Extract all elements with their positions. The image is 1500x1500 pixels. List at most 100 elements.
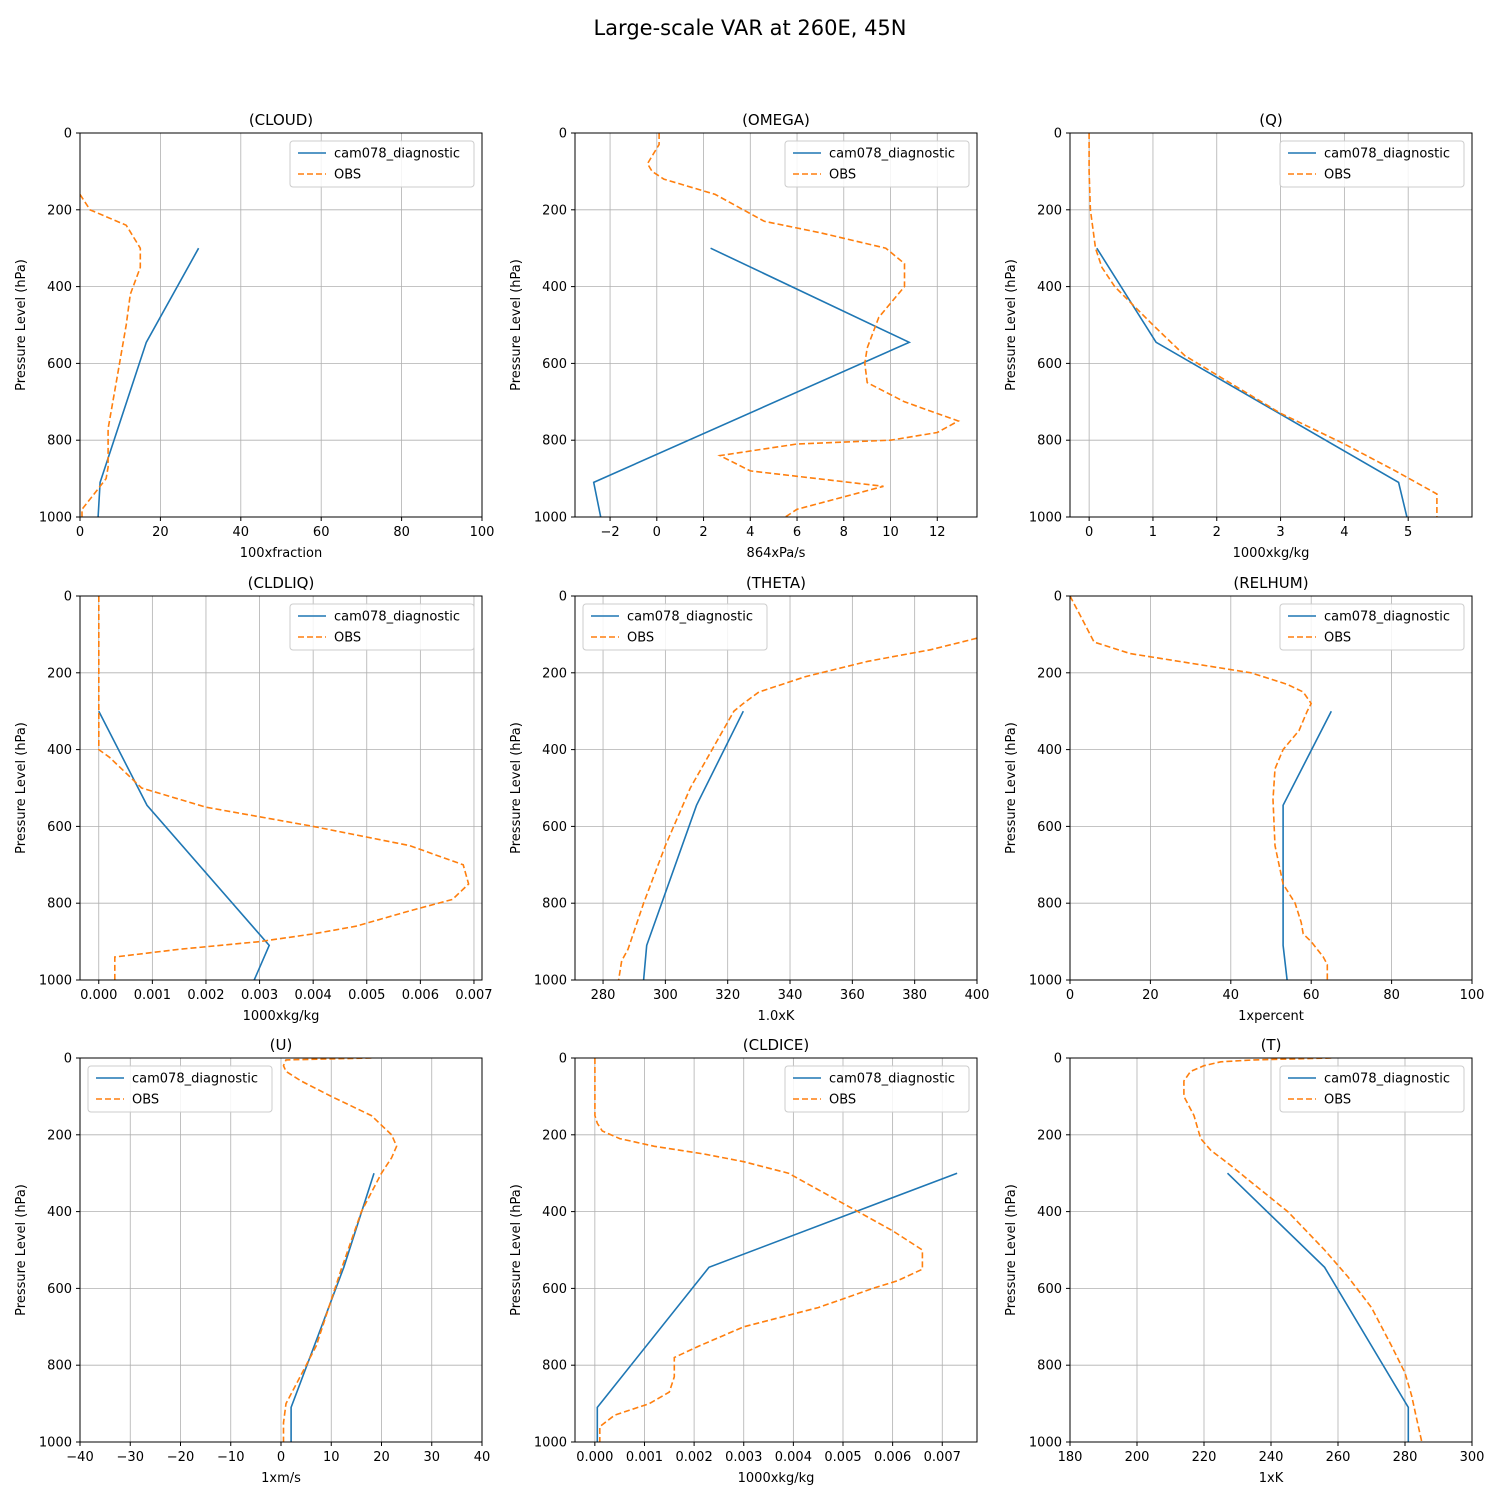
x-tick-label: 2 <box>699 525 707 540</box>
y-tick-label: 400 <box>542 1205 567 1220</box>
x-tick-label: 100 <box>1460 988 1485 1003</box>
x-tick-label: 80 <box>393 525 410 540</box>
y-tick-label: 800 <box>47 897 72 912</box>
y-tick-label: 1000 <box>39 511 72 526</box>
subplot: 280 300 320 340 360 380 400 0 200 400 600 800 1000 (T… <box>509 574 989 1024</box>
y-tick-label: 200 <box>542 666 567 681</box>
y-tick-label: 0 <box>64 590 72 605</box>
y-tick-label: 600 <box>542 357 567 372</box>
x-tick-label: 0 <box>1085 525 1093 540</box>
x-tick-label: −40 <box>66 1450 93 1465</box>
x-axis-label: 1.0xK <box>758 1009 795 1024</box>
y-tick-label: 800 <box>1037 897 1062 912</box>
y-axis-label: Pressure Level (hPa) <box>14 722 29 854</box>
y-tick-label: 600 <box>47 1282 72 1297</box>
y-tick-label: 400 <box>47 743 72 758</box>
x-tick-label: 0.001 <box>134 988 171 1003</box>
axes-frame <box>574 132 978 518</box>
y-tick-label: 1000 <box>39 1436 72 1451</box>
x-tick-label: 300 <box>1460 1450 1485 1465</box>
y-tick-label: 600 <box>1037 820 1062 835</box>
legend-label: cam078_diagnostic <box>1324 610 1450 625</box>
series-line-obs <box>646 133 961 517</box>
y-tick-label: 200 <box>1037 203 1062 218</box>
x-tick-label: 4 <box>746 525 754 540</box>
y-tick-label: 200 <box>1037 666 1062 681</box>
legend-label: cam078_diagnostic <box>334 610 460 625</box>
x-tick-label: 380 <box>902 988 927 1003</box>
series-line-obs <box>80 193 142 517</box>
y-tick-label: 800 <box>47 1359 72 1374</box>
y-tick-label: 1000 <box>534 511 567 526</box>
x-tick-label: −30 <box>117 1450 144 1465</box>
series-line-model <box>642 710 745 980</box>
x-tick-label: 0.000 <box>80 988 117 1003</box>
legend-label: OBS <box>1324 1093 1351 1108</box>
x-axis-label: 1xm/s <box>261 1471 301 1486</box>
x-tick-label: −2 <box>600 525 619 540</box>
legend-box <box>1279 1065 1465 1113</box>
y-tick-label: 200 <box>1037 1128 1062 1143</box>
y-tick-label: 400 <box>542 743 567 758</box>
x-tick-label: 0.004 <box>775 1450 812 1465</box>
y-tick-label: 400 <box>542 280 567 295</box>
x-tick-label: 0 <box>277 1450 285 1465</box>
x-axis-label: 1xK <box>1259 1471 1284 1486</box>
legend-label: OBS <box>627 631 654 646</box>
y-tick-label: 800 <box>47 434 72 449</box>
x-tick-label: −20 <box>167 1450 194 1465</box>
y-tick-label: 200 <box>47 666 72 681</box>
legend-label: OBS <box>1324 168 1351 183</box>
legend: cam078_diagnostic OBS <box>1279 1065 1465 1113</box>
subplot-title: (T) <box>1261 1036 1282 1054</box>
legend-label: cam078_diagnostic <box>334 147 460 162</box>
subplot: 0 20 40 60 80 10002004006008001000(RELHUM)1xp… <box>1004 574 1484 1024</box>
y-tick-label: 600 <box>47 357 72 372</box>
legend-label: OBS <box>829 1093 856 1108</box>
series-line-obs <box>1183 1058 1423 1442</box>
axes-frame <box>1069 132 1473 518</box>
x-tick-label: 0.003 <box>241 988 278 1003</box>
legend-label: OBS <box>829 168 856 183</box>
subplot-title: (THETA) <box>746 574 806 592</box>
x-tick-label: 0.005 <box>348 988 385 1003</box>
x-tick-label: 3 <box>1276 525 1284 540</box>
y-tick-label: 0 <box>1054 127 1062 142</box>
y-tick-label: 400 <box>1037 1205 1062 1220</box>
x-tick-label: 280 <box>591 988 616 1003</box>
axes-frame <box>79 132 483 518</box>
legend: cam078_diagnostic OBS <box>784 140 970 188</box>
y-tick-label: 800 <box>542 434 567 449</box>
y-tick-label: 0 <box>559 1052 567 1067</box>
legend-label: cam078_diagnostic <box>829 147 955 162</box>
subplot: 180 200 220 240 260 280 300 0 200 400 600 800 1000 (T… <box>1004 1036 1484 1486</box>
legend: cam078_diagnostic OBS <box>784 1065 970 1113</box>
x-tick-label: 30 <box>423 1450 440 1465</box>
subplot-title: (CLOUD) <box>249 111 313 129</box>
x-tick-label: 10 <box>323 1450 340 1465</box>
subplot: −2 0 2 4 6 8 10 12 0 200 400 600 800 1000 (OMEGA) 864xP… <box>509 111 978 561</box>
y-tick-label: 800 <box>1037 434 1062 449</box>
series-line-obs <box>98 596 470 980</box>
series-line-obs <box>1070 596 1329 980</box>
y-tick-label: 1000 <box>1029 1436 1062 1451</box>
legend-box <box>87 1065 273 1113</box>
legend-label: OBS <box>334 168 361 183</box>
x-tick-label: 0.006 <box>874 1450 911 1465</box>
series-line-model <box>97 247 200 517</box>
y-axis-label: Pressure Level (hPa) <box>509 722 524 854</box>
x-tick-label: 320 <box>715 988 740 1003</box>
subplot-title: (U) <box>270 1036 293 1054</box>
subplot: 0.000 0.001 0.002 0.003 0.004 0.005 0.006 0.007… <box>14 574 493 1024</box>
x-tick-label: 0.000 <box>576 1450 613 1465</box>
x-tick-label: 0 <box>653 525 661 540</box>
y-tick-label: 200 <box>542 203 567 218</box>
axes-frame <box>574 595 978 981</box>
x-tick-label: 60 <box>313 525 330 540</box>
x-tick-label: 400 <box>965 988 990 1003</box>
legend-label: OBS <box>132 1093 159 1108</box>
x-tick-label: 240 <box>1259 1450 1284 1465</box>
x-tick-label: 300 <box>653 988 678 1003</box>
y-tick-label: 400 <box>47 1205 72 1220</box>
x-axis-label: 1000xkg/kg <box>738 1471 815 1486</box>
